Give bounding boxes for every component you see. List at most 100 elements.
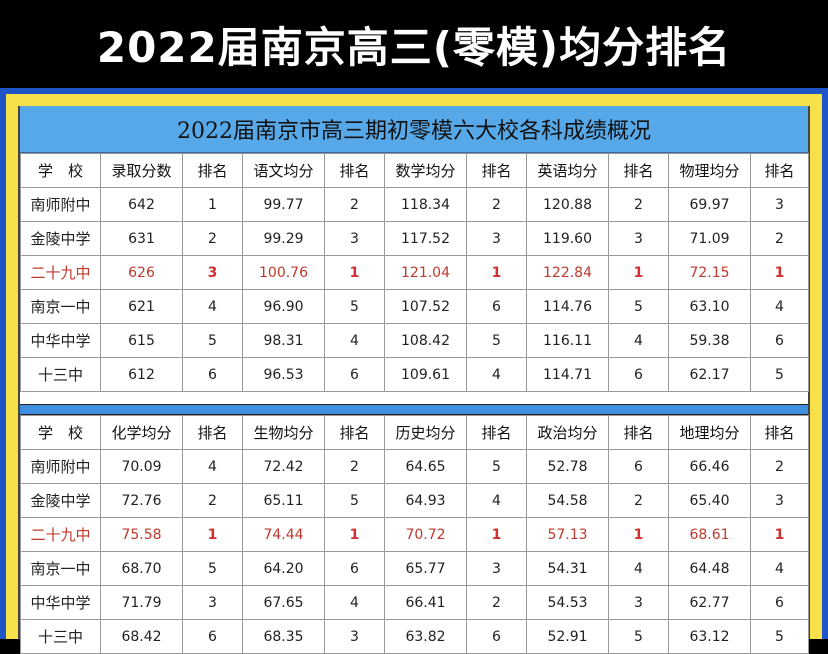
rank-cell: 6 — [182, 619, 243, 654]
rank-cell: 1 — [608, 517, 669, 552]
rank-cell: 6 — [608, 449, 669, 484]
column-header: 录取分数 — [100, 153, 183, 188]
score-cell: 72.42 — [242, 449, 325, 484]
rank-cell: 6 — [750, 323, 809, 358]
rank-cell: 5 — [750, 357, 809, 392]
column-header: 学 校 — [20, 415, 101, 450]
rank-cell: 3 — [608, 221, 669, 256]
column-header: 排名 — [608, 415, 669, 450]
column-header: 排名 — [182, 153, 243, 188]
rank-cell: 6 — [466, 289, 527, 324]
score-cell: 615 — [100, 323, 183, 358]
score-cell: 612 — [100, 357, 183, 392]
table-row: 南京一中 621 4 96.90 5 107.52 6 114.76 5 63.10 4 — [20, 289, 809, 324]
score-cell: 99.29 — [242, 221, 325, 256]
table-row: 金陵中学 72.76 2 65.11 5 64.93 4 54.58 2 65.40 3 — [20, 483, 809, 518]
school-name-cell: 南师附中 — [20, 449, 101, 484]
column-header: 政治均分 — [526, 415, 609, 450]
frame-stripe-right — [822, 88, 828, 639]
score-cell: 67.65 — [242, 585, 325, 620]
score-cell: 100.76 — [242, 255, 325, 290]
school-name-cell: 二十九中 — [20, 517, 101, 552]
score-cell: 621 — [100, 289, 183, 324]
column-header: 化学均分 — [100, 415, 183, 450]
column-header: 排名 — [466, 415, 527, 450]
score-cell: 107.52 — [384, 289, 467, 324]
table-row: 南师附中 642 1 99.77 2 118.34 2 120.88 2 69.97 3 — [20, 187, 809, 222]
rank-cell: 6 — [608, 357, 669, 392]
rank-cell: 4 — [608, 323, 669, 358]
rank-cell: 5 — [608, 619, 669, 654]
table-row: 南京一中 68.70 5 64.20 6 65.77 3 54.31 4 64.48 4 — [20, 551, 809, 586]
column-header: 英语均分 — [526, 153, 609, 188]
rank-cell: 1 — [750, 517, 809, 552]
score-cell: 54.53 — [526, 585, 609, 620]
rank-cell: 4 — [750, 551, 809, 586]
rank-cell: 4 — [182, 289, 243, 324]
column-header: 排名 — [182, 415, 243, 450]
score-cell: 72.15 — [668, 255, 751, 290]
column-header: 排名 — [608, 153, 669, 188]
rank-cell: 5 — [324, 483, 385, 518]
rank-cell: 3 — [608, 585, 669, 620]
rank-cell: 2 — [466, 585, 527, 620]
score-cell: 64.48 — [668, 551, 751, 586]
rank-cell: 6 — [182, 357, 243, 392]
scores-panel: 2022届南京市高三期初零模六大校各科成绩概况 学 校录取分数 排名 语文均分 排名数… — [18, 106, 810, 654]
score-cell: 59.38 — [668, 323, 751, 358]
school-name-cell: 中华中学 — [20, 585, 101, 620]
score-cell: 114.71 — [526, 357, 609, 392]
table-row: 十三中 612 6 96.53 6 109.61 4 114.71 6 62.17 5 — [20, 357, 809, 392]
rank-cell: 3 — [324, 221, 385, 256]
rank-cell: 5 — [466, 449, 527, 484]
score-cell: 117.52 — [384, 221, 467, 256]
column-header: 排名 — [466, 153, 527, 188]
rank-cell: 3 — [750, 187, 809, 222]
rank-cell: 2 — [608, 187, 669, 222]
rank-cell: 2 — [324, 187, 385, 222]
score-cell: 62.77 — [668, 585, 751, 620]
rank-cell: 4 — [608, 551, 669, 586]
score-cell: 66.46 — [668, 449, 751, 484]
column-header: 学 校 — [20, 153, 101, 188]
score-cell: 54.58 — [526, 483, 609, 518]
school-name-cell: 南师附中 — [20, 187, 101, 222]
rank-cell: 6 — [750, 585, 809, 620]
rank-cell: 3 — [324, 619, 385, 654]
score-cell: 75.58 — [100, 517, 183, 552]
column-header: 排名 — [324, 415, 385, 450]
table-row: 二十九中 75.58 1 74.44 1 70.72 1 57.13 1 68.61 1 — [20, 517, 809, 552]
score-cell: 70.72 — [384, 517, 467, 552]
score-cell: 68.61 — [668, 517, 751, 552]
header-row: 学 校录取分数 排名 语文均分 排名 数学均分 排名 英语均分 排名 物理均分 排名 — [20, 153, 809, 188]
score-cell: 64.20 — [242, 551, 325, 586]
score-cell: 96.90 — [242, 289, 325, 324]
score-cell: 108.42 — [384, 323, 467, 358]
rank-cell: 3 — [182, 585, 243, 620]
frame-stripe-top — [0, 88, 828, 94]
table-row: 南师附中 70.09 4 72.42 2 64.65 5 52.78 6 66.46 2 — [20, 449, 809, 484]
score-cell: 64.65 — [384, 449, 467, 484]
subtitle-bar: 2022届南京市高三期初零模六大校各科成绩概况 — [20, 106, 808, 153]
column-header: 排名 — [324, 153, 385, 188]
frame: 2022届南京市高三期初零模六大校各科成绩概况 学 校录取分数 排名 语文均分 排名数… — [0, 88, 828, 654]
rank-cell: 5 — [182, 323, 243, 358]
rank-cell: 3 — [182, 255, 243, 290]
header-row: 学 校化学均分 排名 生物均分 排名 历史均分 排名 政治均分 排名 地理均分 排名 — [20, 415, 809, 450]
school-name-cell: 十三中 — [20, 619, 101, 654]
score-cell: 72.76 — [100, 483, 183, 518]
score-cell: 122.84 — [526, 255, 609, 290]
score-cell: 642 — [100, 187, 183, 222]
score-cell: 63.82 — [384, 619, 467, 654]
rank-cell: 2 — [466, 187, 527, 222]
score-cell: 69.97 — [668, 187, 751, 222]
table-row: 中华中学 615 5 98.31 4 108.42 5 116.11 4 59.38 6 — [20, 323, 809, 358]
rank-cell: 1 — [182, 187, 243, 222]
rank-cell: 3 — [466, 221, 527, 256]
rank-cell: 2 — [750, 221, 809, 256]
rank-cell: 1 — [750, 255, 809, 290]
table-row: 金陵中学 631 2 99.29 3 117.52 3 119.60 3 71.09 2 — [20, 221, 809, 256]
column-header: 生物均分 — [242, 415, 325, 450]
rank-cell: 4 — [466, 483, 527, 518]
rank-cell: 6 — [324, 551, 385, 586]
